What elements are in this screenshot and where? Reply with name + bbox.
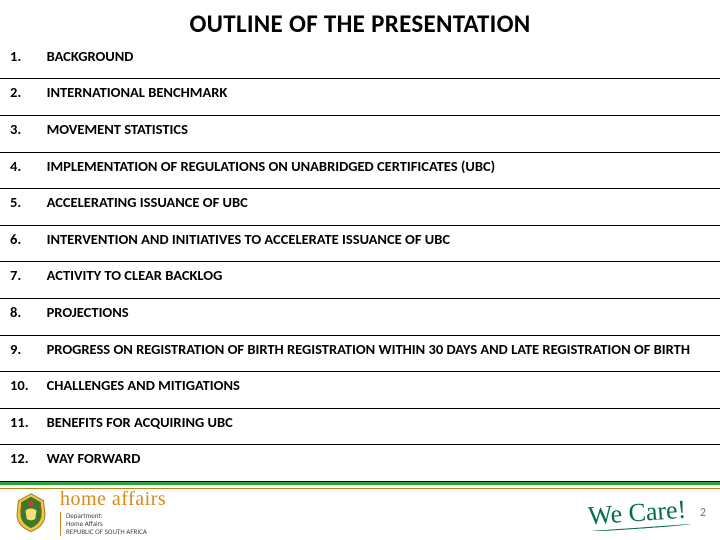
outline-row: 4.IMPLEMENTATION OF REGULATIONS ON UNABR… xyxy=(0,152,720,189)
slide: OUTLINE OF THE PRESENTATION 1.BACKGROUND… xyxy=(0,0,720,540)
outline-number: 3. xyxy=(0,116,37,153)
we-care-text: We Care! xyxy=(587,494,687,531)
brand-text-block: home affairs Department: Home Affairs RE… xyxy=(60,489,166,536)
outline-text: MOVEMENT STATISTICS xyxy=(37,116,720,153)
outline-text: ACTIVITY TO CLEAR BACKLOG xyxy=(37,262,720,299)
outline-text: INTERVENTION AND INITIATIVES TO ACCELERA… xyxy=(37,225,720,262)
outline-table: 1.BACKGROUND2.INTERNATIONAL BENCHMARK3.M… xyxy=(0,43,720,482)
outline-number: 5. xyxy=(0,189,37,226)
outline-text: ACCELERATING ISSUANCE OF UBC xyxy=(37,189,720,226)
outline-number: 12. xyxy=(0,445,37,482)
outline-text: PROJECTIONS xyxy=(37,299,720,336)
outline-text: PROGRESS ON REGISTRATION OF BIRTH REGIST… xyxy=(37,335,720,372)
outline-text: WAY FORWARD xyxy=(37,445,720,482)
outline-row: 3.MOVEMENT STATISTICS xyxy=(0,116,720,153)
outline-text: BENEFITS FOR ACQUIRING UBC xyxy=(37,408,720,445)
outline-number: 1. xyxy=(0,43,37,79)
coat-of-arms-icon xyxy=(10,491,52,533)
brand-sub-line3: REPUBLIC OF SOUTH AFRICA xyxy=(66,527,147,536)
outline-number: 11. xyxy=(0,408,37,445)
brand-name: home affairs xyxy=(60,489,166,509)
page-number: 2 xyxy=(700,506,706,520)
outline-body: 1.BACKGROUND2.INTERNATIONAL BENCHMARK3.M… xyxy=(0,43,720,482)
outline-text: BACKGROUND xyxy=(37,43,720,79)
outline-row: 8.PROJECTIONS xyxy=(0,299,720,336)
slide-title: OUTLINE OF THE PRESENTATION xyxy=(0,8,720,39)
outline-row: 11.BENEFITS FOR ACQUIRING UBC xyxy=(0,408,720,445)
outline-number: 2. xyxy=(0,79,37,116)
outline-row: 7. ACTIVITY TO CLEAR BACKLOG xyxy=(0,262,720,299)
outline-text: IMPLEMENTATION OF REGULATIONS ON UNABRID… xyxy=(37,152,720,189)
outline-row: 5.ACCELERATING ISSUANCE OF UBC xyxy=(0,189,720,226)
outline-row: 1.BACKGROUND xyxy=(0,43,720,79)
outline-text: INTERNATIONAL BENCHMARK xyxy=(37,79,720,116)
outline-row: 2.INTERNATIONAL BENCHMARK xyxy=(0,79,720,116)
footer-right: We Care! 2 xyxy=(588,498,706,528)
outline-number: 8. xyxy=(0,299,37,336)
outline-number: 10. xyxy=(0,372,37,409)
outline-row: 12.WAY FORWARD xyxy=(0,445,720,482)
outline-number: 9. xyxy=(0,335,37,372)
outline-number: 4. xyxy=(0,152,37,189)
outline-row: 10.CHALLENGES AND MITIGATIONS xyxy=(0,372,720,409)
outline-row: 9.PROGRESS ON REGISTRATION OF BIRTH REGI… xyxy=(0,335,720,372)
outline-text: CHALLENGES AND MITIGATIONS xyxy=(37,372,720,409)
outline-number: 7. xyxy=(0,262,37,299)
outline-row: 6.INTERVENTION AND INITIATIVES TO ACCELE… xyxy=(0,225,720,262)
logo-block: home affairs Department: Home Affairs RE… xyxy=(10,489,166,536)
outline-number: 6. xyxy=(0,225,37,262)
footer: home affairs Department: Home Affairs RE… xyxy=(0,482,720,540)
brand-subtext: Department: Home Affairs REPUBLIC OF SOU… xyxy=(60,512,166,536)
